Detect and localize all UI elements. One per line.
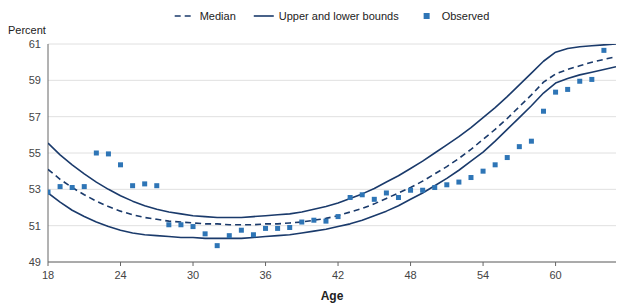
point xyxy=(481,169,486,174)
point xyxy=(468,175,473,180)
legend-item: Median xyxy=(175,10,236,22)
series-line xyxy=(48,67,616,239)
grid-line xyxy=(48,262,616,263)
point xyxy=(553,90,558,95)
point xyxy=(348,195,353,200)
point xyxy=(408,188,413,193)
point xyxy=(432,185,437,190)
series-line xyxy=(48,44,616,217)
point xyxy=(311,218,316,223)
tick-label: 57 xyxy=(29,111,41,123)
point xyxy=(565,87,570,92)
legend-label: Upper and lower bounds xyxy=(279,10,399,22)
tick-label: 53 xyxy=(29,183,41,195)
legend-swatch xyxy=(254,15,274,17)
tick-label: 49 xyxy=(29,256,41,268)
tick-label: 48 xyxy=(404,269,416,281)
tick-mark xyxy=(265,262,266,266)
point xyxy=(336,214,341,219)
point xyxy=(191,224,196,229)
point xyxy=(227,233,232,238)
point xyxy=(215,243,220,248)
y-axis xyxy=(48,44,49,262)
tick-label: 60 xyxy=(549,269,561,281)
point xyxy=(166,222,171,227)
legend: Median Upper and lower bounds Observed xyxy=(175,10,490,22)
point xyxy=(577,79,582,84)
tick-label: 30 xyxy=(187,269,199,281)
y-axis-label: Percent xyxy=(8,24,46,36)
chart: 49 51 53 55 57 59 61 18 24 30 36 42 48 54 60 Age Percent… xyxy=(0,0,631,308)
point xyxy=(178,222,183,227)
legend-item: Upper and lower bounds xyxy=(254,10,399,22)
tick-label: 59 xyxy=(29,74,41,86)
point xyxy=(384,190,389,195)
tick-mark xyxy=(410,262,411,266)
axes: 49 51 53 55 57 59 61 18 24 30 36 42 48 54 60 xyxy=(29,38,616,281)
point xyxy=(203,231,208,236)
point xyxy=(505,155,510,160)
legend-swatch xyxy=(424,13,430,19)
legend-item: Observed xyxy=(424,10,490,22)
point xyxy=(323,219,328,224)
point xyxy=(154,183,159,188)
tick-label: 24 xyxy=(114,269,126,281)
x-axis-label: Age xyxy=(321,289,344,303)
tick-mark xyxy=(338,262,339,266)
point xyxy=(142,181,147,186)
point xyxy=(82,184,87,189)
point xyxy=(372,197,377,202)
legend-label: Median xyxy=(200,10,236,22)
plot-area xyxy=(48,44,616,248)
point xyxy=(130,183,135,188)
grid-line xyxy=(48,116,616,117)
point xyxy=(48,190,51,195)
tick-label: 54 xyxy=(477,269,489,281)
point xyxy=(541,109,546,114)
x-axis xyxy=(48,262,616,263)
point xyxy=(493,162,498,167)
point xyxy=(94,151,99,156)
tick-mark xyxy=(483,262,484,266)
point xyxy=(420,188,425,193)
point xyxy=(106,151,111,156)
point xyxy=(251,232,256,237)
point xyxy=(287,225,292,230)
point xyxy=(589,77,594,82)
tick-mark xyxy=(193,262,194,266)
point xyxy=(58,184,63,189)
tick-mark xyxy=(120,262,121,266)
point xyxy=(118,162,123,167)
tick-label: 36 xyxy=(259,269,271,281)
point xyxy=(456,180,461,185)
point xyxy=(396,195,401,200)
grid-line xyxy=(48,44,616,45)
legend-swatch xyxy=(175,15,195,17)
point xyxy=(263,226,268,231)
tick-label: 55 xyxy=(29,147,41,159)
tick-mark xyxy=(555,262,556,266)
grid-line xyxy=(48,80,616,81)
point xyxy=(360,192,365,197)
point xyxy=(239,228,244,233)
grid-line xyxy=(48,189,616,190)
tick-label: 18 xyxy=(42,269,54,281)
point xyxy=(444,182,449,187)
tick-label: 51 xyxy=(29,220,41,232)
tick-label: 61 xyxy=(29,38,41,50)
tick-mark xyxy=(48,262,49,266)
series-line xyxy=(48,57,616,225)
point xyxy=(275,226,280,231)
point xyxy=(529,139,534,144)
grid-line xyxy=(48,225,616,226)
point xyxy=(517,144,522,149)
grid-line xyxy=(48,153,616,154)
tick-label: 42 xyxy=(332,269,344,281)
legend-label: Observed xyxy=(442,10,490,22)
point xyxy=(70,185,75,190)
point xyxy=(299,220,304,225)
point xyxy=(601,48,606,53)
